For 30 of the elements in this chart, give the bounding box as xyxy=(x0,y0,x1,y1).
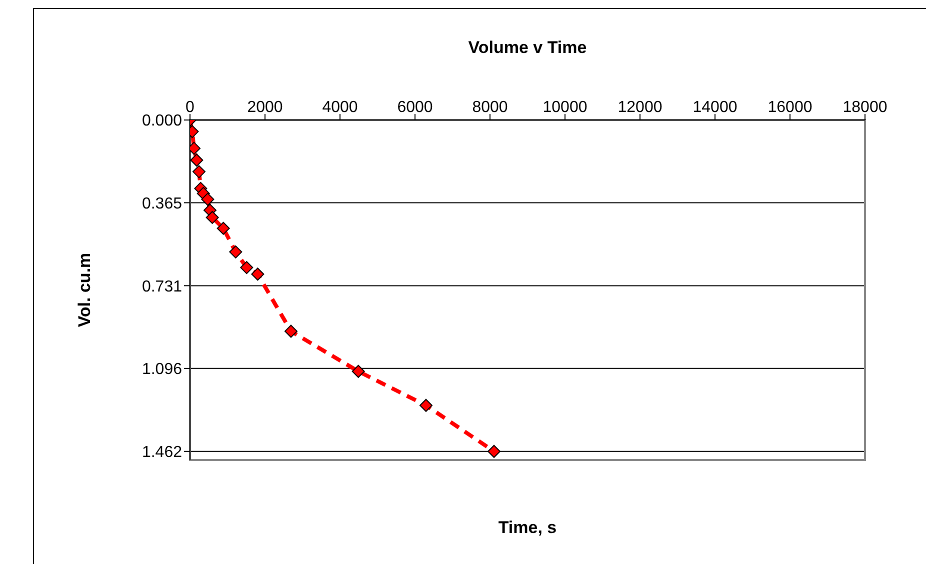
x-tick-label: 6000 xyxy=(397,99,433,116)
x-tick-label: 0 xyxy=(186,99,195,116)
x-axis-title: Time, s xyxy=(497,518,558,538)
x-tick-label: 12000 xyxy=(618,99,662,116)
point xyxy=(229,245,242,258)
point xyxy=(352,364,365,378)
x-tick-label: 8000 xyxy=(472,99,508,116)
point xyxy=(206,210,219,224)
x-tick-label: 2000 xyxy=(247,99,283,116)
point xyxy=(251,268,264,281)
y-axis-title: Vol. cu.m xyxy=(75,252,95,328)
point xyxy=(216,222,230,235)
point xyxy=(192,165,206,178)
y-tick-label: 0.365 xyxy=(142,195,182,212)
point xyxy=(488,444,501,458)
point xyxy=(190,154,204,167)
point xyxy=(201,192,214,206)
x-tick-label: 4000 xyxy=(322,99,358,116)
x-tick-label: 18000 xyxy=(842,99,888,116)
point xyxy=(419,398,432,412)
y-tick-label: 1.096 xyxy=(142,361,182,378)
x-tick-label: 16000 xyxy=(768,99,812,116)
x-tick-label: 14000 xyxy=(692,99,738,116)
y-tick-label: 1.462 xyxy=(142,444,182,462)
y-tick-label: 0.731 xyxy=(142,278,182,296)
chart-title: Volume v Time xyxy=(467,38,588,58)
y-tick-label: 0.000 xyxy=(142,112,182,130)
point xyxy=(240,261,254,274)
point xyxy=(284,324,298,338)
x-tick-label: 10000 xyxy=(542,99,588,116)
